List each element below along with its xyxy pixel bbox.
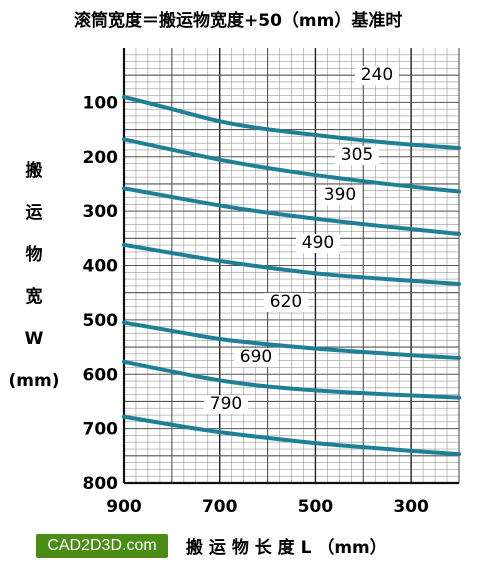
- curve-label-bg: [264, 293, 308, 312]
- curve-label-620: 620: [270, 292, 302, 312]
- y-label-part: (mm): [9, 371, 60, 391]
- ticks: 100 200 300 400 500 600 700 800 900 700 500 300: [83, 93, 430, 517]
- curve-620: [122, 320, 461, 360]
- y-label-part: 运: [26, 203, 43, 223]
- y-label-part: W: [25, 329, 44, 349]
- y-tick-label: 500: [83, 311, 119, 331]
- x-tick-label: 900: [106, 497, 142, 517]
- y-tick-label: 400: [83, 257, 119, 277]
- y-label-part: 宽: [26, 286, 43, 307]
- curve-label-bg: [355, 66, 399, 85]
- curve-label-305: 305: [341, 145, 373, 165]
- y-label-part: 物: [26, 244, 43, 265]
- curve-490: [122, 242, 461, 286]
- curve-label-bg: [296, 234, 340, 253]
- y-tick-label: 600: [83, 365, 119, 385]
- y-tick-label: 100: [83, 93, 119, 113]
- y-tick-label: 800: [83, 474, 119, 494]
- x-tick-label: 700: [202, 497, 238, 517]
- y-tick-label: 300: [83, 202, 119, 222]
- curve-label-bg: [204, 395, 248, 414]
- site-logo-text: CAD2D3D.com: [47, 537, 157, 554]
- curve-790: [122, 414, 461, 457]
- curve-label-790: 790: [210, 394, 242, 414]
- curve-label-390: 390: [324, 185, 356, 205]
- curve-390: [122, 186, 461, 236]
- curve-label-490: 490: [302, 233, 334, 253]
- y-axis-label: 搬运物宽 W (mm): [9, 160, 60, 391]
- grid: [122, 48, 460, 485]
- y-tick-label: 700: [83, 420, 119, 440]
- chart-title: 滚筒宽度＝搬运物宽度+50（mm）基准时: [74, 10, 402, 31]
- x-tick-label: 300: [393, 497, 429, 517]
- y-tick-label: 200: [83, 148, 119, 168]
- curve-label-690: 690: [240, 347, 272, 367]
- curve-305: [122, 137, 461, 194]
- curve-690: [122, 359, 461, 400]
- curve-label-bg: [318, 186, 362, 205]
- curve-label-240: 240: [361, 65, 393, 85]
- x-axis-label: 搬 运 物 长 度 L （mm）: [186, 537, 387, 558]
- site-logo: CAD2D3D.com: [36, 534, 168, 558]
- x-tick-label: 500: [298, 497, 334, 517]
- curve-240: [122, 94, 461, 151]
- curve-label-bg: [234, 348, 278, 367]
- curve-label-bg: [335, 146, 379, 165]
- y-label-part: 搬: [26, 160, 43, 181]
- curves: 240 305 390 490 620 690 790: [122, 65, 461, 457]
